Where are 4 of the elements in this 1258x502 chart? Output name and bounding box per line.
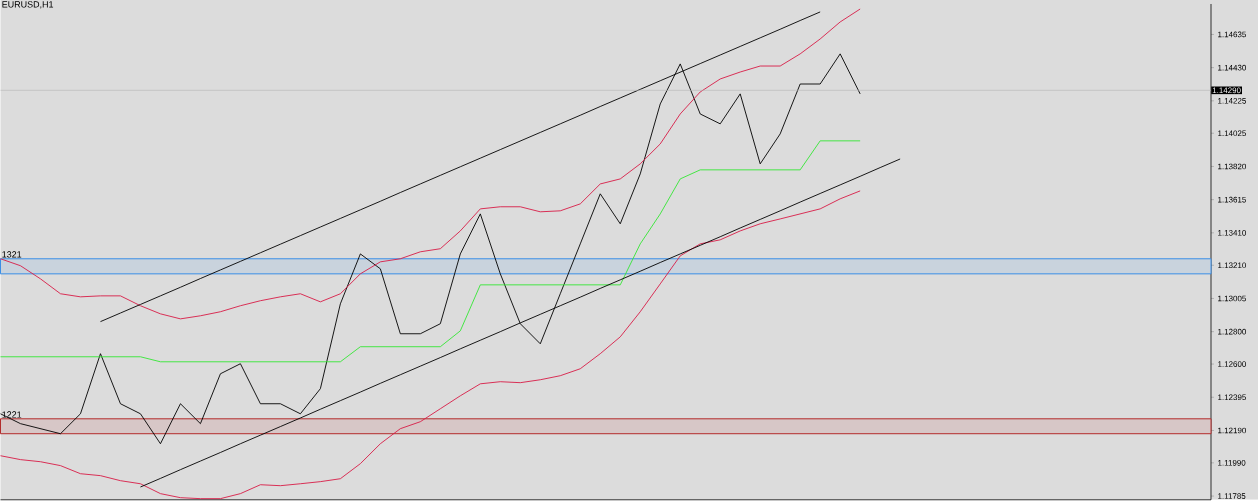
band-label: 1221: [2, 411, 22, 418]
line-series: [0, 8, 861, 320]
band-label: 1321: [2, 251, 22, 258]
chart-title: EURUSD,H1: [2, 1, 54, 9]
